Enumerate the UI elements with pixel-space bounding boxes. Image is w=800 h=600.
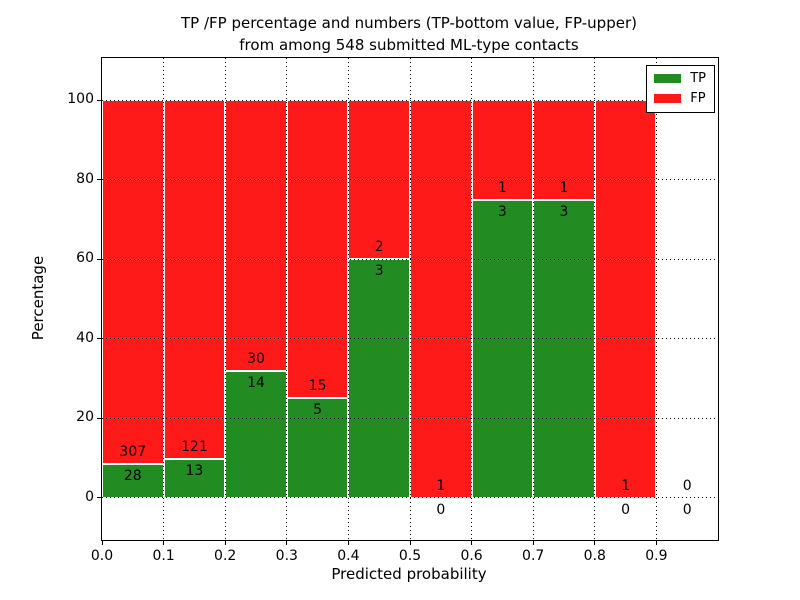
bar-tp-count-label: 3 xyxy=(559,203,569,220)
bar-fp-count-label: 2 xyxy=(374,239,384,256)
bar-segment-tp xyxy=(471,199,534,498)
bar-segment-fp xyxy=(594,100,657,498)
x-tick-mark xyxy=(101,541,103,545)
bar-tp-count-label: 5 xyxy=(313,402,323,419)
y-axis-label: Percentage xyxy=(29,255,47,341)
x-tick-label: 0.0 xyxy=(90,548,114,564)
grid-line-horizontal xyxy=(102,179,718,181)
x-tick-mark xyxy=(532,541,534,545)
x-tick-mark xyxy=(163,541,165,545)
y-tick-label: 60 xyxy=(76,250,94,267)
bar-fp-count-label: 121 xyxy=(181,439,208,455)
y-tick-mark xyxy=(97,417,101,419)
x-tick-mark xyxy=(347,541,349,545)
x-axis-label: Predicted probability xyxy=(331,565,487,583)
bar-segment-tp xyxy=(225,371,287,498)
grid-line-vertical xyxy=(163,58,165,540)
y-tick-label: 100 xyxy=(67,91,94,108)
x-tick-mark xyxy=(471,541,473,545)
y-tick-mark xyxy=(97,497,101,499)
grid-line-vertical xyxy=(471,58,473,540)
chart-title-line1: TP /FP percentage and numbers (TP-bottom… xyxy=(181,14,637,32)
x-tick-label: 0.6 xyxy=(460,548,483,564)
y-tick-label: 80 xyxy=(76,170,94,187)
grid-line-vertical xyxy=(409,58,411,540)
bar-segment-fp xyxy=(410,100,472,498)
fp-legend-label: FP xyxy=(690,91,706,106)
bar-tp-count-label: 13 xyxy=(185,462,204,479)
x-tick-mark xyxy=(286,541,288,545)
bar-tp-count-label: 28 xyxy=(123,468,142,485)
x-tick-label: 0.4 xyxy=(337,548,360,564)
bar-fp-count-label: 0 xyxy=(682,477,692,494)
grid-line-vertical xyxy=(532,58,534,540)
grid-line-horizontal xyxy=(102,338,718,340)
x-tick-label: 0.9 xyxy=(645,548,668,564)
bar-tp-count-label: 14 xyxy=(247,375,265,392)
fp-legend-swatch xyxy=(654,94,682,103)
grid-line-vertical xyxy=(286,58,288,540)
y-tick-mark xyxy=(97,338,101,340)
legend: TP FP xyxy=(646,65,715,113)
y-tick-mark xyxy=(97,258,101,260)
grid-line-vertical xyxy=(347,58,349,540)
grid-line-vertical xyxy=(655,58,657,540)
chart-title-line2: from among 548 submitted ML-type contact… xyxy=(239,36,579,54)
x-tick-label: 0.7 xyxy=(522,548,545,564)
bar-segment-tp xyxy=(348,259,410,498)
bar-fp-count-label: 30 xyxy=(247,351,265,368)
legend-entry-tp: TP xyxy=(654,72,706,85)
x-tick-label: 0.3 xyxy=(275,548,298,564)
x-tick-label: 0.8 xyxy=(583,548,606,564)
grid-line-horizontal xyxy=(102,417,718,419)
x-tick-mark xyxy=(409,541,411,545)
x-tick-mark xyxy=(224,541,226,545)
y-tick-label: 0 xyxy=(85,488,94,505)
x-tick-label: 0.1 xyxy=(152,548,175,564)
grid-line-horizontal xyxy=(102,258,718,260)
bar-tp-count-label: 3 xyxy=(497,203,507,220)
bar-tp-count-label: 3 xyxy=(374,263,384,280)
tp-legend-swatch xyxy=(654,74,682,83)
y-tick-mark xyxy=(97,99,101,101)
bar-segment-fp xyxy=(533,100,595,200)
bar-fp-count-label: 1 xyxy=(497,179,507,196)
plot-area: 307 28 121 13 30 14 15 5 2 3 1 0 1 3 1 3 1 0 0 0 0.0 0.1 0.2 0… xyxy=(67,57,719,564)
legend-entry-fp: FP xyxy=(654,92,706,105)
x-tick-label: 0.2 xyxy=(214,548,237,564)
bar-fp-count-label: 1 xyxy=(621,477,631,494)
bar-segment-fp xyxy=(102,100,164,465)
x-tick-mark xyxy=(594,541,596,545)
x-tick-mark xyxy=(655,541,657,545)
grid-line-horizontal xyxy=(102,99,718,101)
y-tick-label: 20 xyxy=(76,409,94,426)
y-tick-mark xyxy=(97,179,101,181)
bar-segment-fp xyxy=(286,100,349,399)
bar-segment-tp xyxy=(533,199,595,498)
bar-fp-count-label: 1 xyxy=(559,179,569,196)
y-tick-label: 40 xyxy=(76,329,94,346)
bar-fp-count-label: 15 xyxy=(308,378,327,395)
chart-title: TP /FP percentage and numbers (TP-bottom… xyxy=(101,12,717,56)
x-tick-label: 0.5 xyxy=(398,548,422,564)
tp-legend-label: TP xyxy=(690,71,706,86)
grid-line-horizontal xyxy=(102,497,718,499)
bar-fp-count-label: 1 xyxy=(436,477,446,494)
grid-line-vertical xyxy=(594,58,596,540)
bar-tp-count-label: 0 xyxy=(682,501,692,518)
bar-segment-fp xyxy=(225,100,287,372)
bar-fp-count-label: 307 xyxy=(119,444,147,461)
bar-segment-fp xyxy=(163,100,226,459)
bar-tp-count-label: 0 xyxy=(436,501,446,518)
bar-tp-count-label: 0 xyxy=(621,501,631,518)
grid-line-vertical xyxy=(224,58,226,540)
